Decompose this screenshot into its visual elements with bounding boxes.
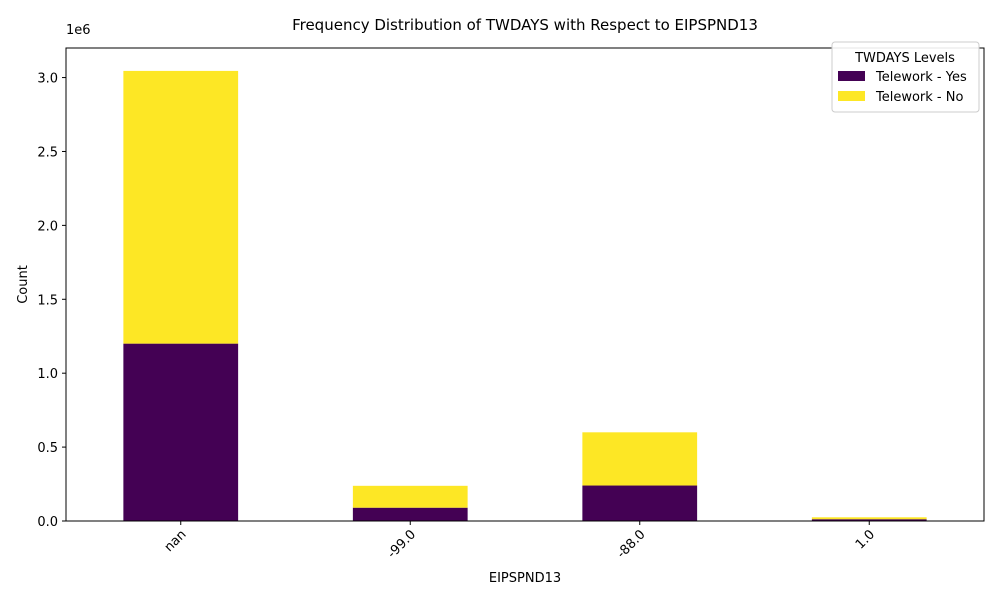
legend-label-telework-no: Telework - No	[875, 90, 963, 105]
plot-frame	[65, 47, 985, 522]
bar-telework-yes-3	[811, 519, 927, 521]
legend-swatch-telework-yes	[838, 71, 865, 81]
y-tick-label: 0.0	[37, 515, 58, 530]
legend-label-telework-yes: Telework - Yes	[875, 70, 967, 85]
x-axis-ticks: nan -99.0 -88.0 1.0	[162, 521, 878, 562]
y-axis-label: Count	[16, 265, 31, 304]
chart-title: Frequency Distribution of TWDAYS with Re…	[292, 16, 758, 34]
legend-title: TWDAYS Levels	[854, 51, 955, 66]
y-tick-label: 1.0	[37, 367, 58, 382]
legend: TWDAYS Levels Telework - Yes Telework - …	[831, 41, 980, 113]
x-tick-label: nan	[162, 527, 190, 555]
bar-telework-no-3	[811, 517, 927, 520]
y-tick-label: 1.5	[37, 293, 58, 308]
x-tick-label: -88.0	[614, 527, 648, 561]
x-axis-label: EIPSPND13	[489, 571, 561, 586]
bar-telework-yes-0	[123, 343, 239, 521]
y-tick-label: 2.5	[37, 145, 58, 160]
bar-telework-yes-2	[582, 485, 698, 521]
bar-telework-no-0	[123, 70, 239, 344]
y-axis-ticks: 0.0 0.5 1.0 1.5 2.0 2.5 3.0	[37, 72, 66, 530]
y-offset-label: 1e6	[66, 23, 91, 38]
y-tick-label: 0.5	[37, 441, 58, 456]
y-tick-label: 2.0	[37, 219, 58, 234]
x-tick-label: -99.0	[385, 527, 419, 561]
bars-group	[123, 70, 927, 521]
y-tick-label: 3.0	[37, 72, 58, 87]
bar-telework-no-2	[582, 432, 698, 486]
bar-telework-yes-1	[352, 507, 468, 521]
bar-telework-no-1	[352, 485, 468, 508]
legend-box	[831, 41, 980, 113]
legend-swatch-telework-no	[838, 91, 865, 101]
x-tick-label: 1.0	[853, 527, 878, 552]
